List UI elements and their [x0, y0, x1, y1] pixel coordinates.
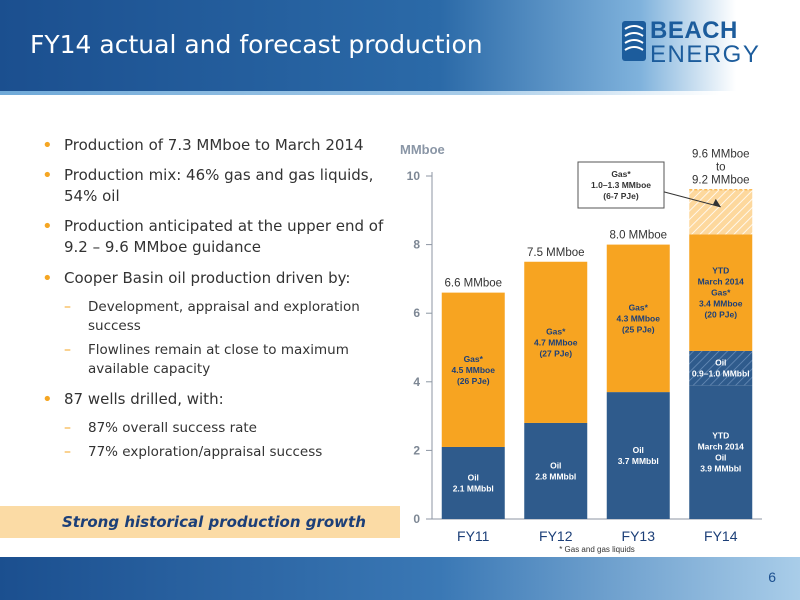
- segment-label: Gas* 4.7 MMboe (27 PJe): [534, 326, 578, 358]
- bar-segment: [689, 234, 753, 351]
- bar-segment: [606, 244, 670, 393]
- x-tick-label: FY13: [622, 528, 656, 544]
- bar-segment: [689, 350, 753, 386]
- sub-bullet-item: Flowlines remain at close to maximum ava…: [42, 341, 387, 379]
- logo-text-beach: BEACH: [650, 17, 738, 44]
- segment-label: YTD March 2014 Gas* 3.4 MMboe (20 PJe): [698, 266, 745, 320]
- total-label: 8.0 MMboe: [609, 230, 667, 242]
- y-axis-label: MMboe: [400, 142, 445, 157]
- chart-footnote: * Gas and gas liquids: [559, 545, 635, 554]
- header-band: FY14 actual and forecast production BEAC…: [0, 0, 800, 95]
- y-tick-label: 6: [413, 306, 420, 320]
- bullet-item: Production anticipated at the upper end …: [42, 216, 387, 258]
- bar-segment: [524, 422, 588, 519]
- segment-label: Oil 3.7 MMbbl: [618, 445, 659, 466]
- bullet-item: 87 wells drilled, with:: [42, 389, 387, 410]
- bar-segment: [606, 392, 670, 519]
- total-label: 9.6 MMboe to 9.2 MMboe: [692, 149, 750, 187]
- production-chart: MMboe 0 2 4 6 8 10 Oil 2.1 MMbbl Gas* 4.5 MMboe (26…: [400, 142, 762, 554]
- x-tick-label: FY11: [457, 528, 490, 544]
- total-label: 7.5 MMboe: [527, 247, 585, 259]
- segment-label: YTD March 2014 Oil 3.9 MMbbl: [698, 431, 745, 474]
- page-title: FY14 actual and forecast production: [30, 30, 483, 59]
- segment-label: Gas* 4.5 MMboe (26 PJe): [452, 354, 496, 386]
- beach-energy-logo: BEACH ENERGY: [618, 15, 788, 73]
- bullet-item: Cooper Basin oil production driven by:: [42, 268, 387, 289]
- segment-label: Oil 2.8 MMbbl: [535, 460, 576, 481]
- total-label: 6.6 MMboe: [444, 278, 502, 290]
- bullet-item: Production of 7.3 MMboe to March 2014: [42, 135, 387, 156]
- sub-bullet-item: 77% exploration/appraisal success: [42, 443, 387, 462]
- y-tick-label: 2: [413, 443, 420, 457]
- x-tick-label: FY12: [539, 528, 573, 544]
- sub-bullet-item: Development, appraisal and exploration s…: [42, 298, 387, 336]
- y-tick-label: 8: [413, 238, 420, 252]
- y-tick-label: 10: [407, 169, 421, 183]
- x-tick-label: FY14: [704, 528, 738, 544]
- bar-segment: [689, 189, 753, 235]
- callout-text: Gas* 1.0–1.3 MMboe (6-7 PJe): [591, 169, 651, 201]
- logo-mark-icon: [622, 21, 646, 61]
- segment-label: Oil 0.9–1.0 MMbbl: [692, 358, 750, 379]
- callout-pointer: [663, 191, 721, 208]
- y-tick-label: 4: [413, 375, 420, 389]
- bullet-list: Production of 7.3 MMboe to March 2014 Pr…: [42, 135, 387, 467]
- highlight-banner: Strong historical production growth: [0, 506, 400, 538]
- bar-segment: [689, 385, 753, 519]
- segment-label: Oil 2.1 MMbbl: [453, 472, 494, 493]
- segment-label: Gas* 4.3 MMboe (25 PJe): [617, 302, 661, 334]
- banner-text: Strong historical production growth: [62, 513, 366, 531]
- callout-arrowhead: [712, 198, 721, 207]
- bullet-item: Production mix: 46% gas and gas liquids,…: [42, 165, 387, 207]
- bar-segment: [524, 261, 588, 423]
- callout-box: [577, 161, 665, 209]
- logo-text-energy: ENERGY: [650, 41, 761, 68]
- footer-band: 6: [0, 557, 800, 600]
- sub-bullet-item: 87% overall success rate: [42, 419, 387, 438]
- bar-segment: [441, 292, 505, 447]
- bar-segment: [441, 446, 505, 519]
- page-number: 6: [768, 569, 776, 585]
- header-stripe: [0, 91, 800, 95]
- y-tick-label: 0: [413, 512, 420, 526]
